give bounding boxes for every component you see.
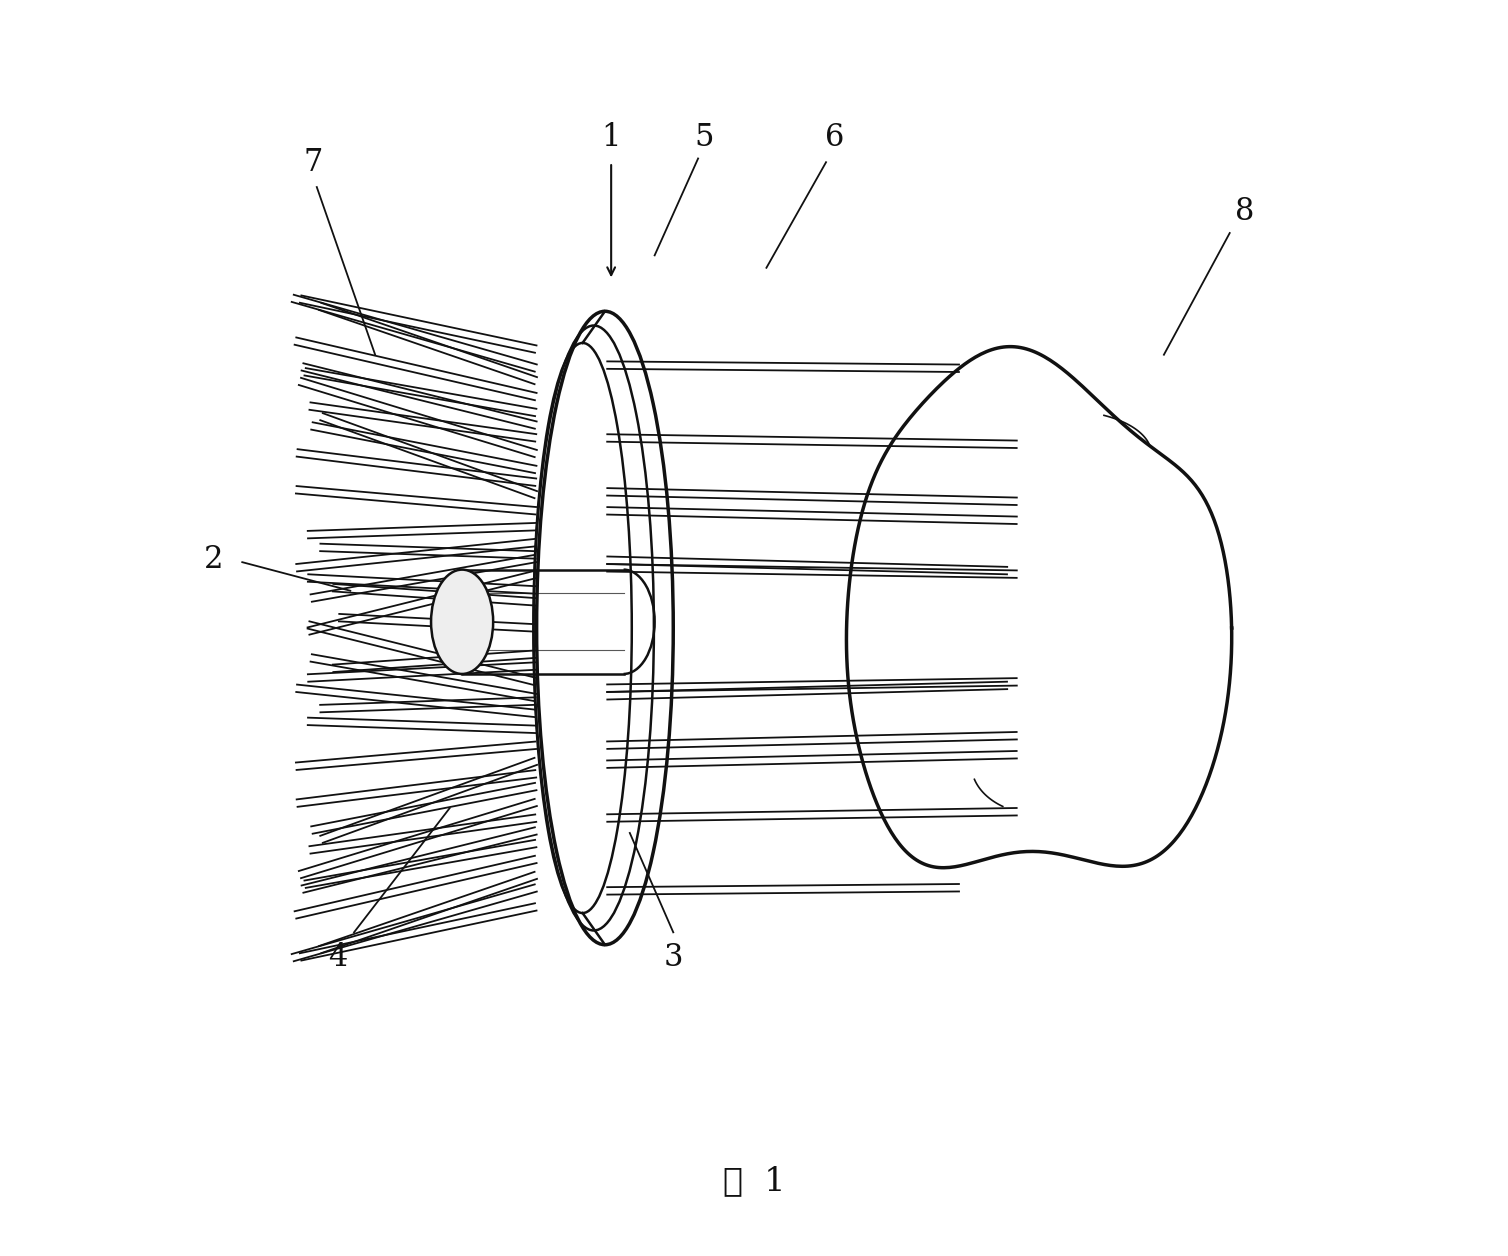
Text: 8: 8 bbox=[1235, 196, 1255, 227]
Text: 4: 4 bbox=[329, 942, 347, 972]
Text: 1: 1 bbox=[602, 122, 621, 153]
Text: 2: 2 bbox=[204, 544, 223, 575]
Text: 5: 5 bbox=[695, 122, 715, 153]
Ellipse shape bbox=[431, 570, 493, 674]
Text: 图  1: 图 1 bbox=[722, 1164, 786, 1197]
Text: 7: 7 bbox=[303, 147, 323, 177]
Text: 3: 3 bbox=[664, 942, 683, 972]
Text: 6: 6 bbox=[825, 122, 844, 153]
